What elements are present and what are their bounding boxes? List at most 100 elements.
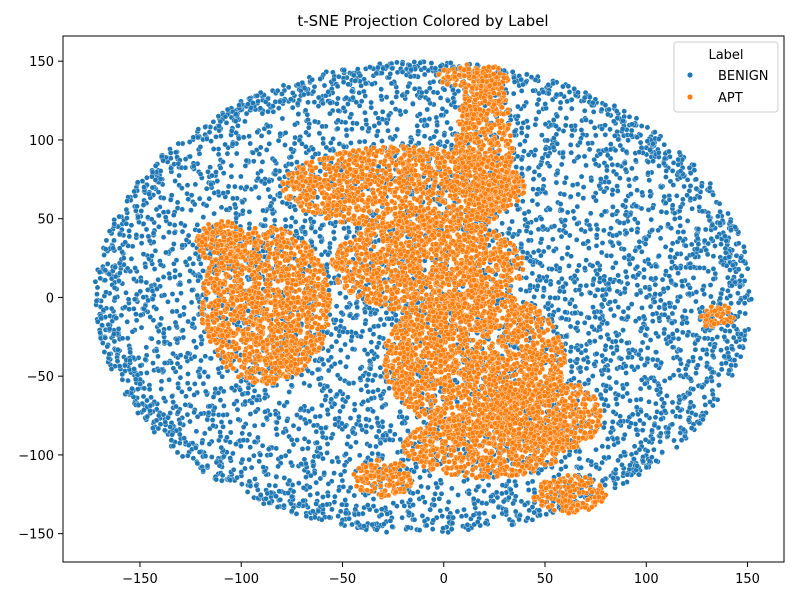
data-point-benign <box>616 219 623 226</box>
data-point-benign <box>155 339 162 346</box>
data-point-benign <box>634 263 641 270</box>
data-point-benign <box>587 210 594 217</box>
data-point-benign <box>541 285 547 291</box>
data-point-benign <box>540 223 546 230</box>
data-point-benign <box>303 513 310 519</box>
data-point-benign <box>233 150 240 157</box>
data-point-benign <box>182 164 189 171</box>
data-point-benign <box>679 320 685 327</box>
data-point-benign <box>335 95 341 102</box>
data-point-benign <box>558 458 565 465</box>
data-point-benign <box>367 64 373 70</box>
data-point-benign <box>545 306 551 312</box>
data-point-benign <box>441 132 448 138</box>
data-point-benign <box>662 244 669 250</box>
data-point-benign <box>570 182 576 188</box>
data-point-benign <box>569 363 575 370</box>
data-point-benign <box>529 270 536 277</box>
data-point-benign <box>604 436 611 442</box>
data-point-benign <box>551 223 558 229</box>
data-point-benign <box>358 83 364 89</box>
data-point-benign <box>153 306 160 312</box>
data-point-benign <box>265 186 271 193</box>
data-point-benign <box>622 211 629 218</box>
data-point-benign <box>525 152 532 158</box>
data-point-benign <box>381 321 387 328</box>
data-point-benign <box>266 129 272 136</box>
data-point-benign <box>274 419 280 426</box>
data-point-benign <box>342 119 349 126</box>
data-point-benign <box>310 422 317 429</box>
data-point-benign <box>380 432 386 439</box>
data-point-benign <box>294 437 300 443</box>
data-point-benign <box>674 405 681 411</box>
data-point-benign <box>173 403 179 410</box>
data-point-benign <box>613 232 620 238</box>
data-point-benign <box>302 218 308 224</box>
data-point-benign <box>174 360 181 367</box>
data-point-benign <box>406 510 412 516</box>
data-point-benign <box>626 183 633 189</box>
data-point-benign <box>610 419 616 425</box>
data-point-benign <box>613 338 619 345</box>
data-point-benign <box>370 503 377 509</box>
data-point-benign <box>560 128 567 134</box>
data-point-benign <box>411 86 418 92</box>
data-point-benign <box>232 183 238 190</box>
data-point-benign <box>235 416 242 423</box>
data-point-benign <box>562 296 568 302</box>
data-point-benign <box>588 177 595 184</box>
data-point-benign <box>644 356 651 362</box>
data-point-benign <box>343 294 349 301</box>
data-point-benign <box>437 507 444 514</box>
data-point-benign <box>138 278 144 284</box>
data-point-benign <box>511 344 518 350</box>
data-point-benign <box>539 132 545 138</box>
data-point-benign <box>635 364 641 370</box>
data-point-benign <box>435 140 442 147</box>
data-point-benign <box>686 290 693 297</box>
data-point-benign <box>138 208 145 214</box>
data-point-benign <box>531 294 537 300</box>
data-point-benign <box>369 450 375 457</box>
data-point-benign <box>375 115 382 121</box>
data-point-benign <box>690 354 696 361</box>
data-point-benign <box>238 469 245 475</box>
data-point-benign <box>566 263 572 269</box>
data-point-benign <box>317 233 323 240</box>
data-point-benign <box>228 429 234 436</box>
data-point-benign <box>658 416 664 422</box>
data-point-benign <box>260 207 266 214</box>
data-point-benign <box>619 315 625 322</box>
data-point-benign <box>158 378 165 384</box>
data-point-benign <box>601 296 608 303</box>
data-point-benign <box>618 356 625 362</box>
data-point-benign <box>308 239 315 245</box>
data-point-benign <box>195 277 201 284</box>
data-point-benign <box>648 216 654 223</box>
data-point-benign <box>601 277 607 284</box>
data-point-benign <box>680 196 686 203</box>
data-point-benign <box>312 229 319 235</box>
data-point-benign <box>612 298 618 305</box>
data-point-benign <box>326 287 332 293</box>
data-point-benign <box>523 228 530 234</box>
data-point-benign <box>684 332 691 339</box>
data-point-benign <box>537 161 544 168</box>
data-point-benign <box>418 89 425 96</box>
data-point-benign <box>343 234 350 241</box>
data-point-benign <box>569 105 575 112</box>
data-point-benign <box>475 484 481 490</box>
data-point-benign <box>602 132 609 138</box>
data-point-benign <box>605 444 611 450</box>
data-point-benign <box>144 370 150 376</box>
data-point-benign <box>239 456 246 463</box>
data-point-benign <box>217 165 224 171</box>
data-point-benign <box>341 462 348 468</box>
data-point-benign <box>405 83 411 90</box>
data-point-benign <box>378 86 384 92</box>
data-point-benign <box>167 275 173 281</box>
data-point-benign <box>341 225 347 232</box>
data-point-benign <box>335 458 342 465</box>
data-point-benign <box>526 165 532 171</box>
